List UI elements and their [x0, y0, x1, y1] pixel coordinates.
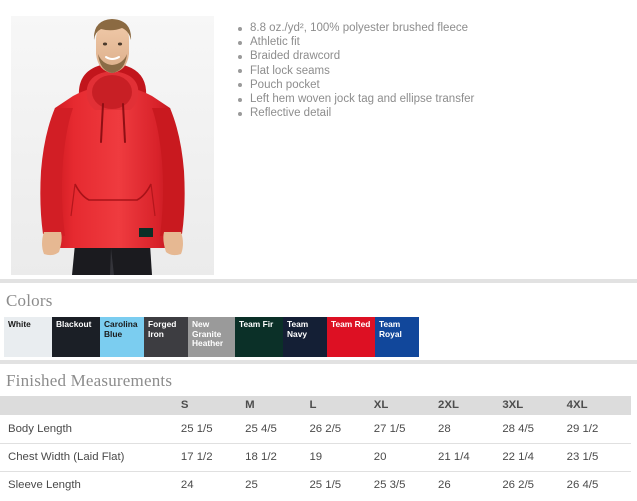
color-swatch-team-red[interactable]: Team Red — [327, 317, 375, 357]
cell-l: 19 — [309, 442, 374, 471]
color-swatch-blackout[interactable]: Blackout — [52, 317, 100, 357]
table-row: Chest Width (Laid Flat) 17 1/2 18 1/2 19… — [0, 442, 631, 471]
finished-measurements-table: S M L XL 2XL 3XL 4XL Body Length 25 1/5 … — [0, 396, 631, 499]
table-header-row: S M L XL 2XL 3XL 4XL — [0, 396, 631, 415]
color-swatch-new-granite-heather[interactable]: New Granite Heather — [188, 317, 235, 357]
column-header-s: S — [180, 396, 246, 415]
swatch-label: Carolina Blue — [104, 319, 138, 339]
row-label: Chest Width (Laid Flat) — [0, 442, 181, 471]
color-swatch-team-fir[interactable]: Team Fir — [235, 317, 283, 357]
row-label: Sleeve Length — [0, 470, 181, 499]
table-row: Body Length 25 1/5 25 4/5 26 2/5 27 1/5 … — [0, 414, 631, 443]
swatch-label: New Granite Heather — [192, 319, 224, 349]
measurements-heading: Finished Measurements — [6, 371, 173, 390]
swatch-label: Team Fir — [239, 319, 274, 329]
list-item: Braided drawcord — [236, 49, 628, 63]
cell-m: 25 — [245, 470, 310, 499]
cell-2xl: 21 1/4 — [438, 442, 503, 471]
cell-l: 26 2/5 — [309, 414, 374, 443]
column-header-4xl: 4XL — [566, 396, 631, 415]
list-item: 8.8 oz./yd², 100% polyester brushed flee… — [236, 21, 628, 35]
column-header-blank — [0, 396, 181, 415]
list-item: Pouch pocket — [236, 78, 628, 92]
list-item: Flat lock seams — [236, 64, 628, 78]
cell-s: 17 1/2 — [180, 442, 246, 471]
swatch-label: Team Royal — [379, 319, 402, 339]
cell-3xl: 26 2/5 — [502, 470, 567, 499]
product-features-list: 8.8 oz./yd², 100% polyester brushed flee… — [236, 21, 628, 120]
swatch-label: Team Navy — [287, 319, 309, 339]
color-swatch-team-navy[interactable]: Team Navy — [283, 317, 327, 357]
color-swatch-team-royal[interactable]: Team Royal — [375, 317, 419, 357]
colors-heading: Colors — [6, 291, 53, 310]
list-item: Athletic fit — [236, 35, 628, 49]
cell-3xl: 22 1/4 — [502, 442, 567, 471]
cell-s: 25 1/5 — [180, 414, 246, 443]
column-header-l: L — [309, 396, 374, 415]
list-item: Left hem woven jock tag and ellipse tran… — [236, 92, 628, 106]
section-divider-top — [0, 279, 637, 283]
column-header-m: M — [245, 396, 310, 415]
product-photo-illustration — [11, 16, 214, 275]
cell-2xl: 28 — [438, 414, 503, 443]
swatch-label: Blackout — [56, 319, 92, 329]
row-label: Body Length — [0, 414, 181, 443]
column-header-2xl: 2XL — [438, 396, 503, 415]
color-swatch-carolina-blue[interactable]: Carolina Blue — [100, 317, 144, 357]
cell-m: 18 1/2 — [245, 442, 310, 471]
color-swatch-list: White Blackout Carolina Blue Forged Iron… — [4, 317, 419, 357]
column-header-xl: XL — [373, 396, 439, 415]
cell-l: 25 1/5 — [309, 470, 374, 499]
cell-xl: 27 1/5 — [373, 414, 439, 443]
color-swatch-white[interactable]: White — [4, 317, 52, 357]
cell-4xl: 29 1/2 — [566, 414, 631, 443]
cell-2xl: 26 — [438, 470, 503, 499]
cell-m: 25 4/5 — [245, 414, 310, 443]
list-item: Reflective detail — [236, 106, 628, 120]
cell-4xl: 26 4/5 — [566, 470, 631, 499]
swatch-label: White — [8, 319, 31, 329]
product-image[interactable] — [11, 16, 214, 275]
column-header-3xl: 3XL — [502, 396, 567, 415]
swatch-label: Forged Iron — [148, 319, 177, 339]
color-swatch-forged-iron[interactable]: Forged Iron — [144, 317, 188, 357]
table-row: Sleeve Length 24 25 25 1/5 25 3/5 26 26 … — [0, 470, 631, 499]
section-divider-middle — [0, 360, 637, 364]
cell-xl: 25 3/5 — [373, 470, 439, 499]
cell-s: 24 — [180, 470, 246, 499]
swatch-label: Team Red — [331, 319, 371, 329]
cell-3xl: 28 4/5 — [502, 414, 567, 443]
cell-xl: 20 — [373, 442, 439, 471]
cell-4xl: 23 1/5 — [566, 442, 631, 471]
